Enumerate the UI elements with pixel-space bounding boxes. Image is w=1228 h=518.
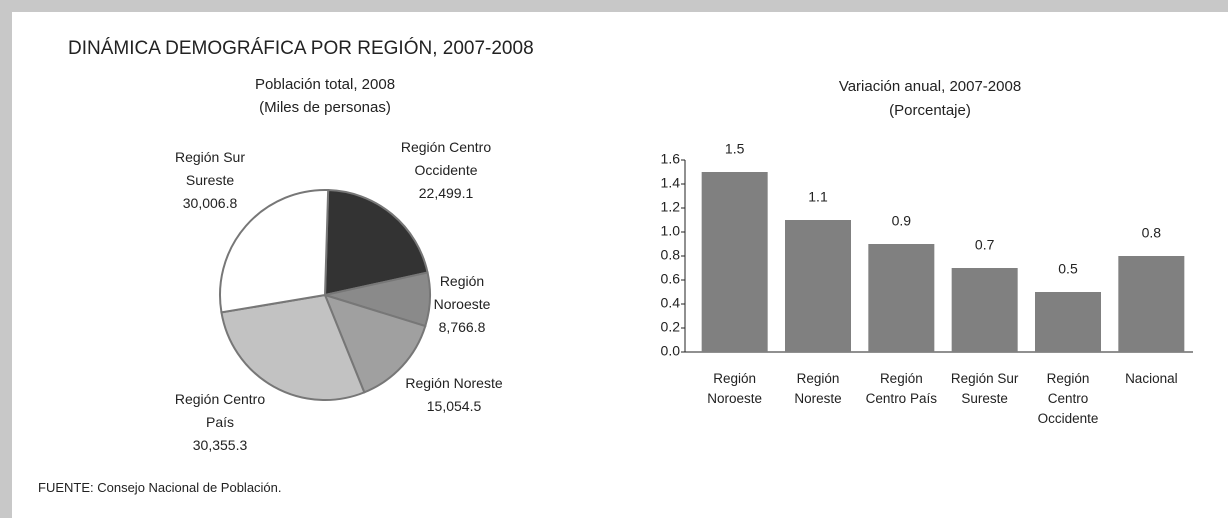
pie-slice xyxy=(220,293,366,401)
y-tick-label: 1.4 xyxy=(661,175,681,191)
bar-value-label: 0.7 xyxy=(975,237,995,253)
bar xyxy=(1035,292,1101,352)
y-tick-label: 1.6 xyxy=(661,151,681,167)
x-tick-label: Región Centro País xyxy=(865,371,937,406)
x-tick-label: Nacional xyxy=(1125,371,1178,386)
slice-label: Región Centro Occidente xyxy=(400,139,492,178)
bar xyxy=(1118,256,1185,352)
bar xyxy=(951,268,1018,352)
bar-value-label: 0.9 xyxy=(892,213,912,229)
slice-label: Región Sur Sureste xyxy=(174,149,246,188)
frame-top xyxy=(0,0,1228,12)
y-tick-label: 1.2 xyxy=(661,199,681,215)
y-tick-label: 0.8 xyxy=(661,247,681,263)
y-tick-label: 0.4 xyxy=(661,295,681,311)
y-tick-label: 1.0 xyxy=(661,223,681,239)
slice-value-label: 8,766.8 xyxy=(438,319,486,335)
bar-value-label: 0.8 xyxy=(1142,225,1162,241)
bar xyxy=(701,172,768,352)
bar-value-label: 0.5 xyxy=(1058,261,1078,277)
slice-value-label: 22,499.1 xyxy=(418,185,474,201)
frame-left xyxy=(0,0,12,518)
pie-title: Población total, 2008 xyxy=(254,76,396,93)
bar-value-label: 1.1 xyxy=(808,189,828,205)
bar xyxy=(785,220,851,352)
bar-subtitle: (Porcentaje) xyxy=(889,102,971,119)
page-title: DINÁMICA DEMOGRÁFICA POR REGIÓN, 2007-20… xyxy=(68,38,534,59)
x-tick-label: Región Sur Sureste xyxy=(950,371,1019,406)
bar-value-label: 1.5 xyxy=(725,141,745,157)
pie-slice xyxy=(323,189,429,297)
pie-subtitle: (Miles de personas) xyxy=(259,99,391,116)
slice-value-label: 30,006.8 xyxy=(182,195,238,211)
slice-value-label: 15,054.5 xyxy=(426,398,482,414)
pie-slice xyxy=(323,293,427,394)
y-tick-label: 0.0 xyxy=(661,343,681,359)
slice-label: Región Noroeste xyxy=(433,273,491,312)
bar-title: Variación anual, 2007-2008 xyxy=(838,78,1022,95)
x-tick-label: Región Noreste xyxy=(794,371,842,406)
bar xyxy=(868,244,935,352)
slice-label: Región Noreste xyxy=(405,375,503,391)
y-tick-label: 0.2 xyxy=(661,319,681,335)
slice-label: Región Centro País xyxy=(174,391,266,430)
source-note: FUENTE: Consejo Nacional de Población. xyxy=(38,480,282,495)
pie-slice xyxy=(219,189,330,314)
y-tick-label: 0.6 xyxy=(661,271,681,287)
x-tick-label: Región Centro Occidente xyxy=(1037,371,1099,426)
slice-value-label: 30,355.3 xyxy=(192,437,248,453)
x-tick-label: Región Noroeste xyxy=(707,371,763,406)
